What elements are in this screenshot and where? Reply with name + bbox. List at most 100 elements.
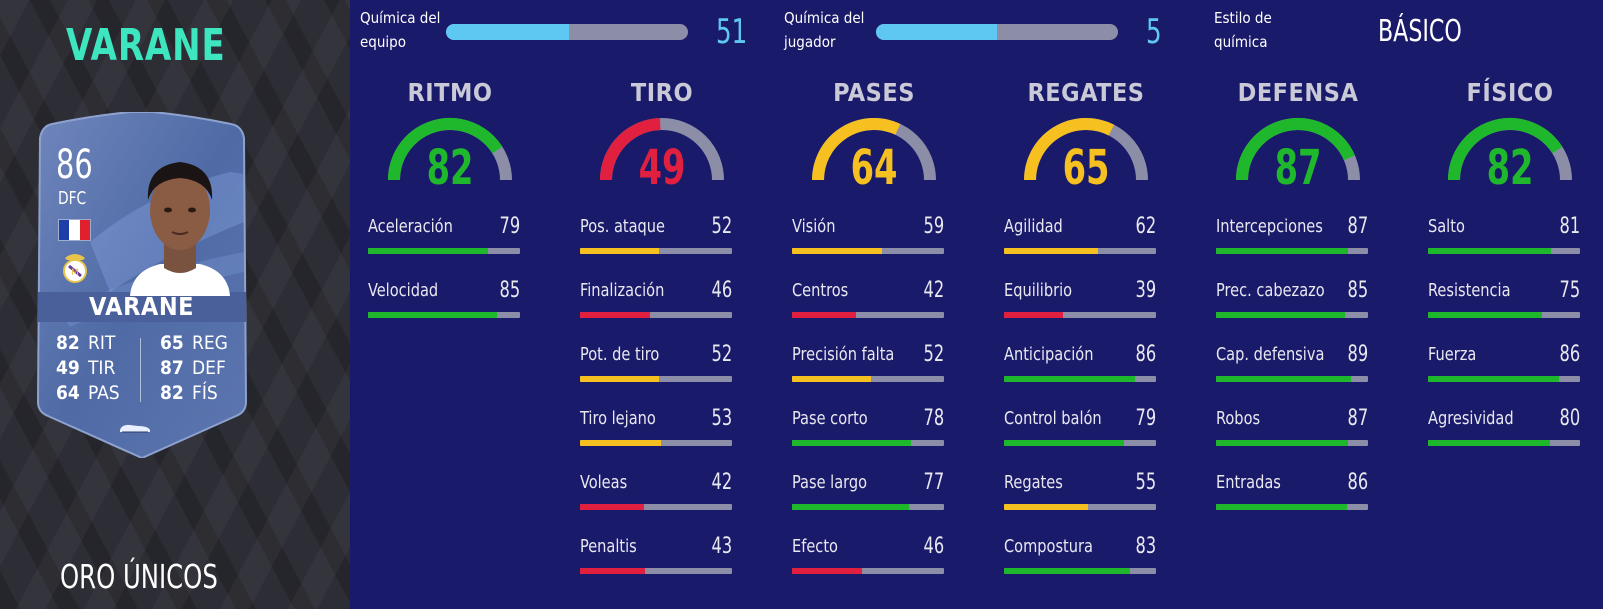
stat-name: Compostura bbox=[1004, 536, 1093, 557]
stat-bar bbox=[792, 568, 944, 574]
stat-bar-fill bbox=[1216, 504, 1347, 510]
card-stat-label: REG bbox=[192, 332, 228, 354]
stat-row: Finalización 46 bbox=[580, 278, 732, 320]
card-position: DFC bbox=[58, 188, 87, 209]
stat-value: 43 bbox=[711, 534, 732, 559]
stat-name: Efecto bbox=[792, 536, 838, 557]
team-chemistry-fill bbox=[446, 24, 570, 40]
card-stat-row: 64 PAS bbox=[56, 381, 120, 406]
stat-bar-fill bbox=[580, 440, 661, 446]
stat-bar bbox=[1004, 248, 1156, 254]
boot-icon bbox=[120, 424, 150, 433]
stat-bar-fill bbox=[1004, 312, 1064, 318]
stat-row: Penaltis 43 bbox=[580, 534, 732, 576]
stat-row: Compostura 83 bbox=[1004, 534, 1156, 576]
stat-row: Prec. cabezazo 85 bbox=[1216, 278, 1368, 320]
team-chemistry: Química del equipo 51 bbox=[360, 4, 747, 54]
stat-value: 86 bbox=[1559, 342, 1580, 367]
player-chemistry: Química del jugador 5 bbox=[784, 4, 1164, 54]
stat-bar-fill bbox=[1428, 312, 1542, 318]
stat-name: Agresividad bbox=[1428, 408, 1514, 429]
card-stat-value: 82 bbox=[160, 382, 184, 404]
stat-bar bbox=[368, 248, 520, 254]
category-title: RITMO bbox=[407, 78, 493, 107]
stat-value: 52 bbox=[711, 214, 732, 239]
stat-bar bbox=[792, 376, 944, 382]
card-stats-right: 65 REG 87 DEF 82 FÍS bbox=[160, 331, 228, 406]
stat-value: 87 bbox=[1347, 214, 1368, 239]
stat-bar bbox=[792, 440, 944, 446]
real-madrid-crest-icon: M bbox=[63, 254, 87, 283]
stat-value: 87 bbox=[1347, 406, 1368, 431]
chemistry-style-label: Estilo de química bbox=[1214, 9, 1272, 51]
stat-value: 79 bbox=[1135, 406, 1156, 431]
stat-row: Pase corto 78 bbox=[792, 406, 944, 448]
stat-bar-fill bbox=[368, 248, 489, 254]
stat-name: Pase corto bbox=[792, 408, 868, 429]
stat-value: 85 bbox=[1347, 278, 1368, 303]
france-flag-icon bbox=[58, 219, 91, 241]
stat-name: Centros bbox=[792, 280, 849, 301]
stat-bar bbox=[580, 376, 732, 382]
stat-row: Salto 81 bbox=[1428, 214, 1580, 256]
player-chemistry-bar bbox=[876, 24, 1118, 40]
player-chemistry-fill bbox=[876, 24, 997, 40]
stat-name: Aceleración bbox=[368, 216, 453, 237]
stat-bar bbox=[1428, 376, 1580, 382]
stat-bar bbox=[1428, 312, 1580, 318]
category-gauge bbox=[1448, 118, 1572, 181]
stat-name: Penaltis bbox=[580, 536, 637, 557]
svg-text:M: M bbox=[71, 268, 79, 278]
stat-value: 42 bbox=[711, 470, 732, 495]
stat-row: Visión 59 bbox=[792, 214, 944, 256]
stat-bar bbox=[1004, 504, 1156, 510]
category-gauge bbox=[600, 118, 724, 181]
stat-bar-fill bbox=[792, 568, 862, 574]
category-title: TIRO bbox=[630, 78, 694, 107]
stat-row: Fuerza 86 bbox=[1428, 342, 1580, 384]
stat-value: 59 bbox=[923, 214, 944, 239]
stat-bar bbox=[1004, 568, 1156, 574]
stat-bar-fill bbox=[1004, 440, 1125, 446]
stat-bar-fill bbox=[580, 376, 660, 382]
stat-row: Voleas 42 bbox=[580, 470, 732, 512]
stat-value: 62 bbox=[1135, 214, 1156, 239]
chemistry-style[interactable]: Estilo de química BÁSICO bbox=[1214, 4, 1574, 54]
stat-bar bbox=[1216, 376, 1368, 382]
player-title: VARANE bbox=[66, 20, 226, 71]
category-value: 82 bbox=[1486, 140, 1534, 196]
stat-bar bbox=[580, 248, 732, 254]
stat-value: 83 bbox=[1135, 534, 1156, 559]
player-card[interactable]: 86 DFC M VARANE 82 RIT 49 TIR 64 PAS bbox=[30, 112, 253, 458]
stat-value: 81 bbox=[1559, 214, 1580, 239]
stat-bar bbox=[1004, 440, 1156, 446]
team-chemistry-label: Química del equipo bbox=[360, 9, 441, 51]
stat-bar-fill bbox=[1216, 248, 1349, 254]
stat-value: 77 bbox=[923, 470, 944, 495]
stat-value: 79 bbox=[499, 214, 520, 239]
stat-name: Pot. de tiro bbox=[580, 344, 660, 365]
stat-name: Pos. ataque bbox=[580, 216, 666, 237]
stat-row: Intercepciones 87 bbox=[1216, 214, 1368, 256]
stat-bar-fill bbox=[1428, 376, 1559, 382]
card-stat-row: 87 DEF bbox=[160, 356, 228, 381]
gauge-fill bbox=[1024, 118, 1115, 181]
card-stat-row: 82 RIT bbox=[56, 331, 120, 356]
category-gauge bbox=[1024, 118, 1148, 181]
stat-bar bbox=[792, 504, 944, 510]
category-title: DEFENSA bbox=[1237, 78, 1359, 107]
stat-bar-fill bbox=[580, 504, 644, 510]
stat-bar bbox=[368, 312, 520, 318]
stat-name: Finalización bbox=[580, 280, 665, 301]
stat-name: Tiro lejano bbox=[580, 408, 656, 429]
stat-bar-fill bbox=[1216, 312, 1346, 318]
category-value: 65 bbox=[1062, 140, 1110, 196]
chemistry-style-value: BÁSICO bbox=[1378, 14, 1462, 49]
stat-value: 89 bbox=[1347, 342, 1368, 367]
stat-name: Velocidad bbox=[368, 280, 439, 301]
stat-value: 78 bbox=[923, 406, 944, 431]
stat-name: Robos bbox=[1216, 408, 1261, 429]
category-value: 82 bbox=[426, 140, 474, 196]
stat-row: Pase largo 77 bbox=[792, 470, 944, 512]
stat-row: Equilibrio 39 bbox=[1004, 278, 1156, 320]
